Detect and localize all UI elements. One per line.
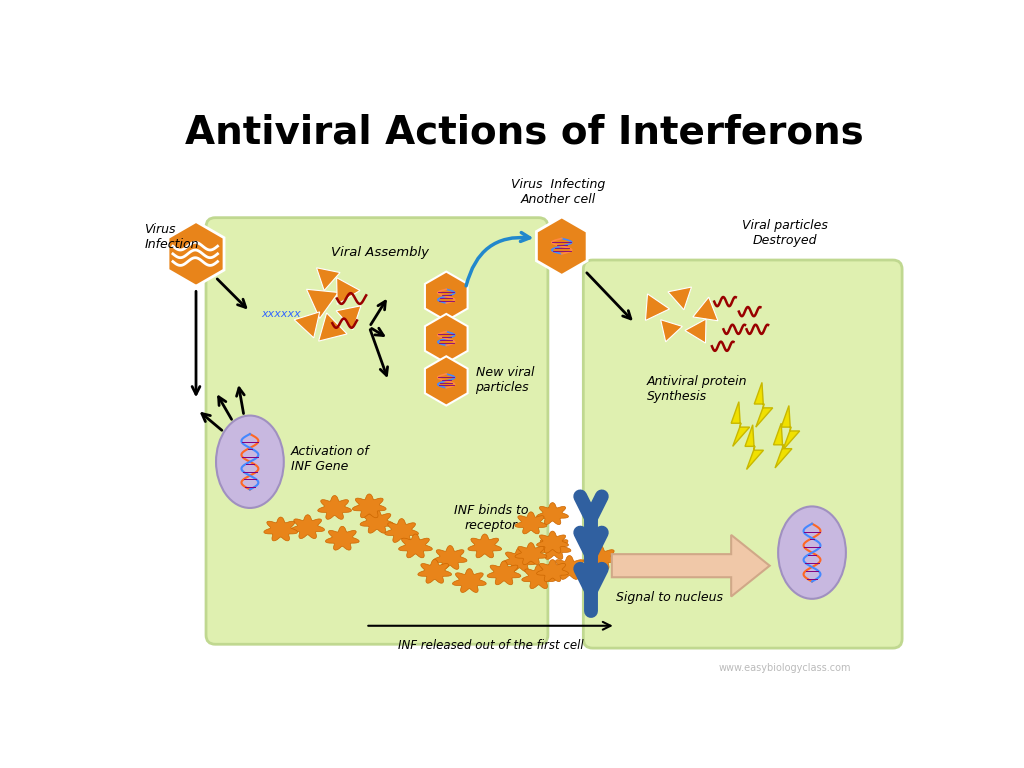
Polygon shape xyxy=(317,495,351,519)
Polygon shape xyxy=(336,306,361,329)
Polygon shape xyxy=(773,423,792,468)
Text: Signal to nucleus: Signal to nucleus xyxy=(616,591,723,604)
Polygon shape xyxy=(306,290,338,319)
Polygon shape xyxy=(503,548,537,571)
Text: Virus
Infection: Virus Infection xyxy=(144,223,199,251)
Polygon shape xyxy=(468,534,502,558)
Text: INF released out of the first cell: INF released out of the first cell xyxy=(398,639,584,652)
Text: New viral
particles: New viral particles xyxy=(475,366,535,393)
Polygon shape xyxy=(398,534,432,558)
Text: INF binds to
receptor: INF binds to receptor xyxy=(454,504,528,532)
Ellipse shape xyxy=(216,415,284,508)
Polygon shape xyxy=(537,560,568,581)
Polygon shape xyxy=(487,561,521,584)
Polygon shape xyxy=(584,545,617,569)
Text: Antiviral Actions of Interferons: Antiviral Actions of Interferons xyxy=(185,113,864,151)
Text: Antiviral protein
Synthesis: Antiviral protein Synthesis xyxy=(646,375,746,402)
Polygon shape xyxy=(755,382,773,427)
Text: xxxxxx: xxxxxx xyxy=(261,309,301,319)
Polygon shape xyxy=(515,543,547,564)
Text: Activation of
INF Gene: Activation of INF Gene xyxy=(291,445,370,473)
Polygon shape xyxy=(291,515,325,538)
Polygon shape xyxy=(326,526,359,550)
Polygon shape xyxy=(316,268,340,290)
Polygon shape xyxy=(693,297,718,321)
Polygon shape xyxy=(645,294,670,320)
FancyBboxPatch shape xyxy=(584,260,902,648)
Polygon shape xyxy=(731,402,750,446)
Ellipse shape xyxy=(778,506,846,599)
Polygon shape xyxy=(453,568,486,592)
Polygon shape xyxy=(537,217,587,276)
Polygon shape xyxy=(418,559,452,583)
Polygon shape xyxy=(611,535,770,597)
Polygon shape xyxy=(668,287,691,310)
Polygon shape xyxy=(522,564,555,588)
Polygon shape xyxy=(553,555,587,579)
Polygon shape xyxy=(515,511,547,534)
Polygon shape xyxy=(294,312,319,338)
Polygon shape xyxy=(425,356,468,406)
Polygon shape xyxy=(168,221,224,286)
Polygon shape xyxy=(781,406,800,450)
Text: www.easybiologyclass.com: www.easybiologyclass.com xyxy=(719,663,851,673)
FancyBboxPatch shape xyxy=(206,217,548,644)
Polygon shape xyxy=(537,531,568,553)
Polygon shape xyxy=(425,272,468,321)
Polygon shape xyxy=(685,319,706,343)
FancyArrowPatch shape xyxy=(466,233,529,286)
Polygon shape xyxy=(352,494,386,518)
Polygon shape xyxy=(660,319,682,342)
Polygon shape xyxy=(433,545,467,569)
Polygon shape xyxy=(537,502,568,525)
Polygon shape xyxy=(745,425,764,469)
Polygon shape xyxy=(538,535,570,559)
Text: Virus  Infecting
Another cell: Virus Infecting Another cell xyxy=(511,178,605,206)
Polygon shape xyxy=(385,518,419,542)
Polygon shape xyxy=(360,509,394,533)
Polygon shape xyxy=(337,278,360,304)
Polygon shape xyxy=(425,314,468,363)
Polygon shape xyxy=(318,313,347,341)
Text: Viral Assembly: Viral Assembly xyxy=(331,246,429,259)
Polygon shape xyxy=(264,517,298,541)
Text: Viral particles
Destroyed: Viral particles Destroyed xyxy=(742,219,828,247)
